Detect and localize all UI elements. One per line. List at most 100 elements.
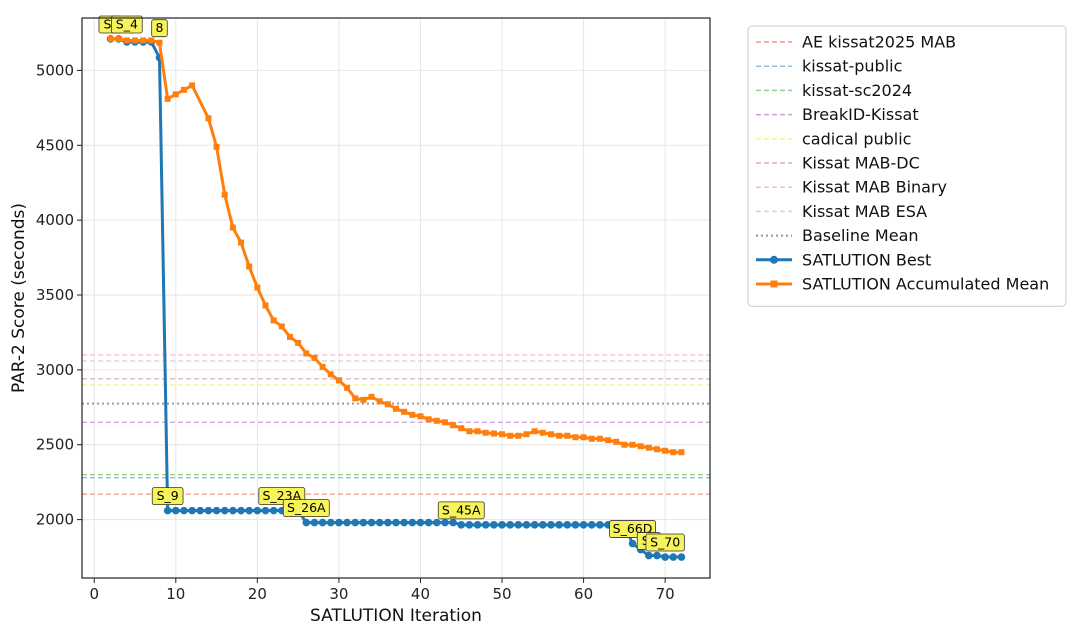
annotation: S_4 [111,15,143,34]
series-point [596,521,604,529]
series-point [474,428,481,435]
series-point [596,435,603,442]
series-point [556,432,563,439]
legend-marker [770,255,778,264]
series-point [547,431,554,438]
annotation-box [282,499,330,517]
x-tick-label: 70 [656,585,675,603]
series-point [401,408,408,415]
series-point [613,438,620,445]
y-tick-label: 3000 [36,361,74,379]
series-point [368,393,375,400]
annotation-label: S_4 [116,16,138,31]
legend-item: AE kissat2025 MAB [756,33,956,52]
series-point [579,521,588,529]
legend-label: SATLUTION Best [802,250,931,269]
legend-item: kissat-sc2024 [756,81,912,100]
legend-label: cadical public [802,129,911,148]
series-point [587,521,596,529]
series-point [539,521,547,529]
series-point [629,441,636,448]
series-point [498,521,506,529]
legend-item: SATLUTION Best [756,250,931,269]
annotation-box [437,501,485,520]
series-point [621,441,628,448]
legend-item: Kissat MAB-DC [756,154,920,173]
series-point [449,518,457,527]
x-tick-label: 20 [248,585,267,603]
series-point [661,553,669,561]
series-point [311,354,318,361]
series-point [107,35,114,42]
series-point [482,429,489,436]
series-point [262,302,269,309]
series-point [408,518,417,527]
legend-label: AE kissat2025 MAB [802,33,956,52]
series-point [507,432,514,439]
series-point [172,91,179,98]
legend-item: Kissat MAB ESA [756,202,927,221]
series-point [490,521,498,529]
series-point [156,39,163,46]
legend-item: SATLUTION Accumulated Mean [756,275,1049,294]
series-point [547,521,555,529]
legend-item: kissat-public [756,57,902,76]
annotation-label: S_70 [650,535,680,550]
series-point [269,506,278,515]
series-point [367,518,376,527]
series-layer [106,35,686,561]
series-point [123,37,130,44]
series-point [572,434,579,441]
x-tick-label: 60 [574,585,593,603]
series-point [564,432,571,439]
series-point [180,506,188,515]
y-tick-label: 5000 [36,61,74,79]
annotation-label: 8 [156,20,164,35]
series-point [457,521,466,529]
series-point [237,506,245,515]
series-point [473,521,482,529]
series-point [359,518,368,527]
series-point [605,437,612,444]
series-point [571,521,580,529]
series-point [424,518,433,527]
series-point [645,551,653,560]
series-point [132,37,139,44]
series-point [645,444,652,451]
annotation: S_45A [437,501,485,520]
series-point [393,405,399,412]
series-point [189,82,196,89]
series-point [531,428,538,435]
series-point [310,518,319,527]
series-point [653,446,660,453]
series-point [522,521,531,529]
series-point [335,377,342,384]
series-point [319,363,326,370]
series-point [515,432,522,439]
series-point [653,551,661,560]
annotation-label: S_9 [157,488,179,503]
series-point [245,506,253,515]
series-point [164,95,171,102]
series-point [662,447,669,454]
series-point [229,506,237,515]
series-point [220,506,229,515]
series-point [523,431,530,438]
series-point [171,506,180,515]
x-axis-title: SATLUTION Iteration [310,606,482,626]
series-point [628,539,637,548]
series-point [416,518,425,527]
annotation-box [645,533,685,552]
series-point [563,521,572,529]
y-tick-label: 3500 [36,286,74,304]
series-point [188,506,196,515]
legend-box [747,25,1067,307]
series-point [514,521,523,529]
series-point [400,518,408,527]
series-point [246,263,253,270]
grid [82,18,710,578]
series-point [343,518,351,527]
y-tick-label: 4000 [36,211,74,229]
series-point [588,435,595,442]
